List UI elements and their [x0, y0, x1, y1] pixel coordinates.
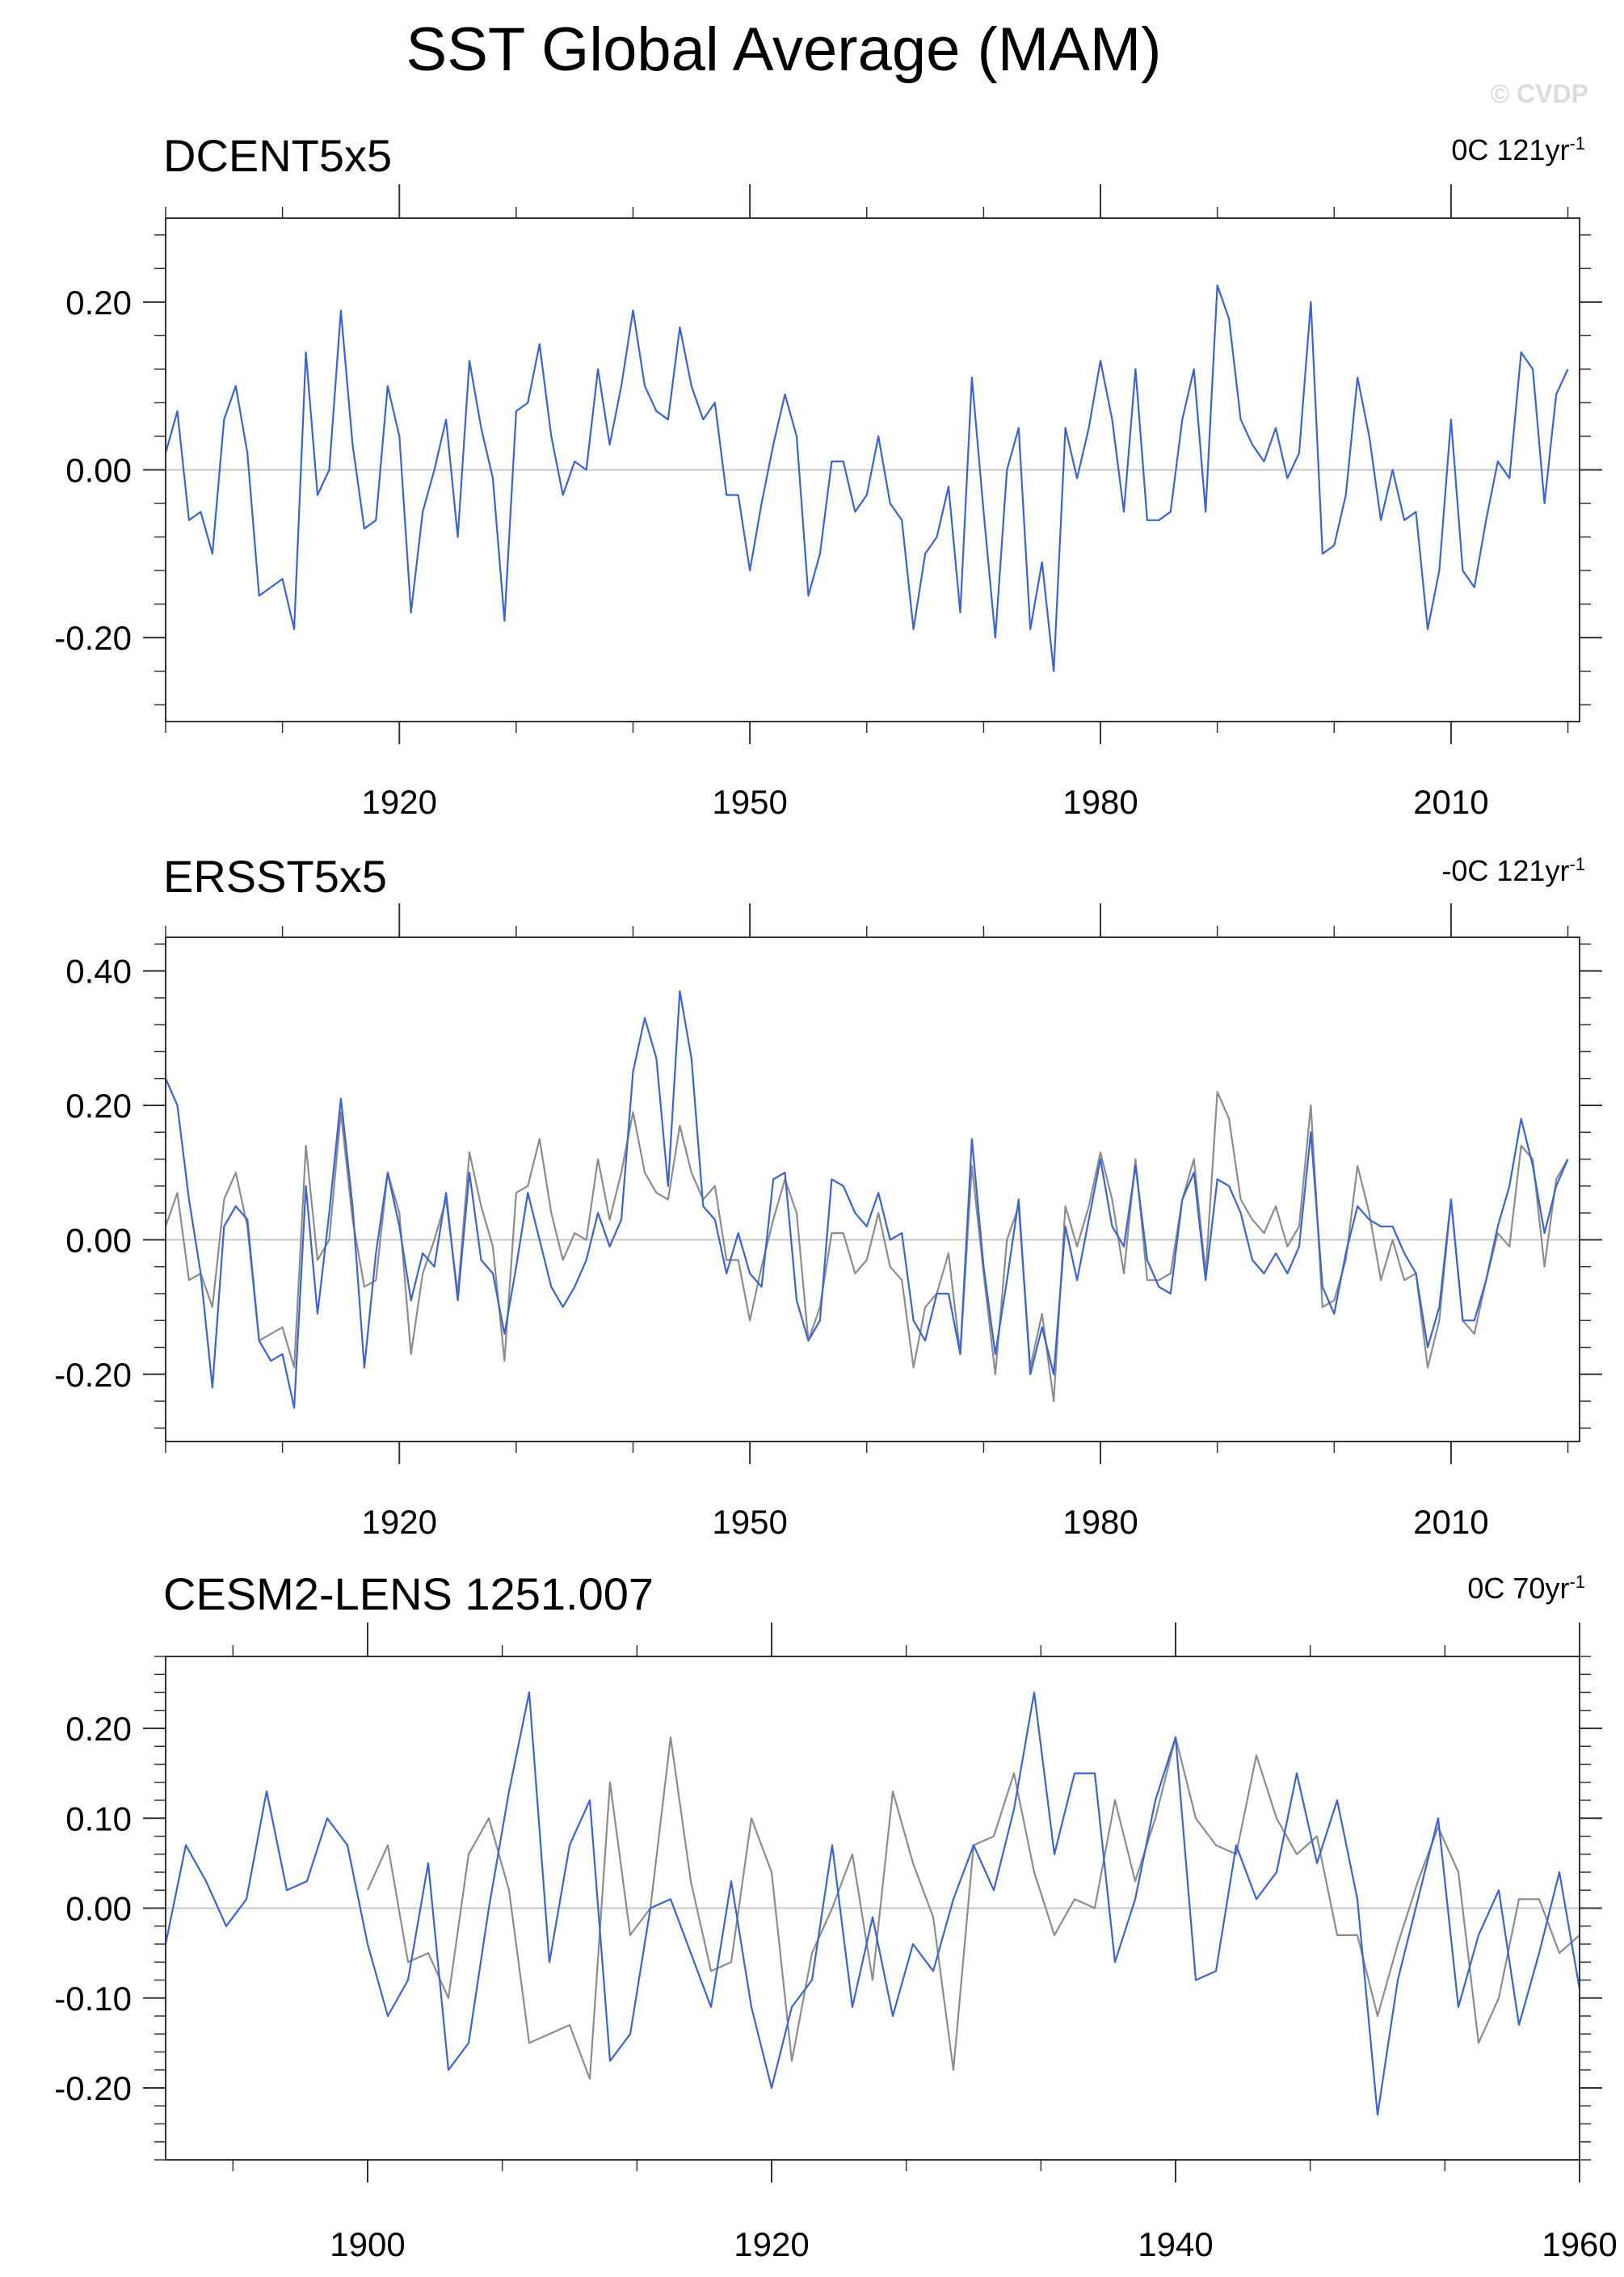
panel-title: CESM2-LENS 1251.007	[163, 1568, 654, 1619]
y-tick-label: 0.10	[65, 1799, 132, 1837]
y-tick-label: 0.00	[65, 1890, 132, 1928]
trend-label: -0C 121yr-1	[1441, 854, 1585, 888]
x-tick-label: 1940	[1138, 2225, 1213, 2263]
y-tick-label: 0.40	[65, 953, 132, 991]
trend-value: 0C 70yr	[1467, 1572, 1570, 1605]
x-tick-label: 1950	[712, 1503, 787, 1541]
trend-label: 0C 121yr-1	[1451, 133, 1585, 167]
trend-value: -0C 121yr	[1441, 854, 1570, 887]
y-tick-label: -0.20	[54, 619, 132, 657]
x-tick-label: 2010	[1413, 1503, 1488, 1541]
y-tick-label: -0.20	[54, 2069, 132, 2107]
y-tick-label: 0.20	[65, 1710, 132, 1748]
series-line-model	[164, 284, 1569, 672]
x-tick-label: 1920	[362, 783, 437, 821]
trend-exponent: -1	[1569, 1572, 1585, 1592]
y-tick-label: -0.20	[54, 1356, 132, 1394]
y-tick-label: 0.00	[65, 452, 132, 490]
x-tick-label: 1980	[1062, 783, 1138, 821]
x-tick-label: 1960	[1542, 2225, 1617, 2263]
trend-exponent: -1	[1569, 133, 1585, 154]
y-tick-label: 0.20	[65, 1087, 132, 1125]
x-tick-label: 1950	[712, 783, 787, 821]
page-title: SST Global Average (MAM)	[406, 15, 1162, 84]
panel-title: DCENT5x5	[163, 130, 393, 181]
x-tick-label: 1920	[362, 1503, 437, 1541]
series-line-observed	[164, 1091, 1569, 1403]
x-tick-label: 1980	[1062, 1503, 1138, 1541]
series-line-model	[164, 1691, 1581, 2116]
y-tick-label: -0.10	[54, 1980, 132, 2018]
plot-frame	[165, 936, 1580, 1442]
trend-value: 0C 121yr	[1451, 133, 1570, 166]
x-tick-label: 2010	[1413, 783, 1488, 821]
x-tick-label: 1900	[330, 2225, 405, 2263]
y-tick-label: 0.20	[65, 284, 132, 322]
series-line-model	[164, 990, 1569, 1409]
copyright-watermark: © CVDP	[1490, 79, 1588, 108]
trend-label: 0C 70yr-1	[1467, 1572, 1585, 1606]
x-tick-label: 1920	[734, 2225, 809, 2263]
trend-exponent: -1	[1569, 854, 1585, 874]
panel-title: ERSST5x5	[163, 851, 387, 902]
y-tick-label: 0.00	[65, 1221, 132, 1259]
